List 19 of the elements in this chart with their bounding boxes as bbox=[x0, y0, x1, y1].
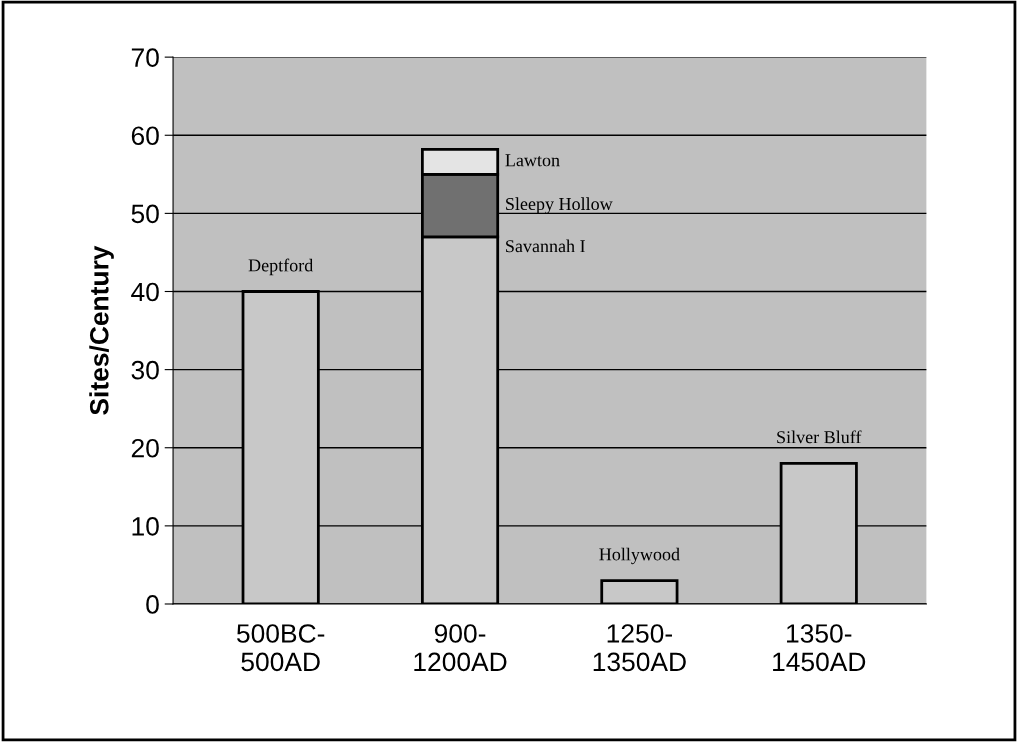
y-tick-label: 20 bbox=[131, 438, 159, 458]
y-axis-title: Sites/Century bbox=[89, 245, 114, 415]
series-label: Lawton bbox=[505, 154, 560, 167]
series-label: Deptford bbox=[248, 258, 314, 276]
x-tick-label: 1250- 1350AD bbox=[593, 624, 686, 672]
y-tick-label: 50 bbox=[131, 204, 159, 224]
series-label: Sleepy Hollow bbox=[506, 197, 613, 214]
series-label: Silver Bluff bbox=[777, 430, 862, 444]
x-tick-label: 900- 1200AD bbox=[414, 624, 507, 672]
x-tick-label: 1350- 1450AD bbox=[773, 624, 866, 672]
series-label: Savannah I bbox=[506, 239, 585, 253]
series-label: Hollywood bbox=[599, 547, 680, 565]
y-tick-label: 40 bbox=[131, 282, 159, 302]
y-tick-label: 60 bbox=[131, 126, 159, 146]
x-tick-label: 500BC- 500AD bbox=[237, 624, 325, 672]
y-tick-label: 70 bbox=[131, 48, 159, 67]
y-tick-label: 0 bbox=[146, 595, 159, 614]
y-tick-label: 10 bbox=[132, 517, 159, 536]
y-tick-label: 30 bbox=[131, 360, 159, 380]
